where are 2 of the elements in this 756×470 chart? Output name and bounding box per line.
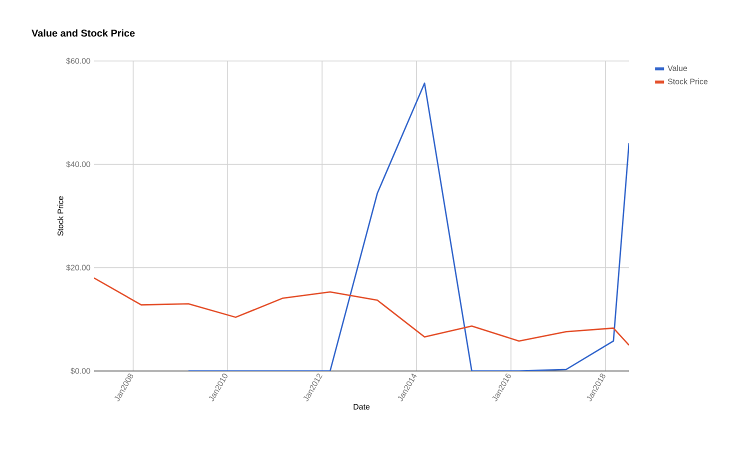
line-series [94,277,630,346]
chart-title: Value and Stock Price [32,29,135,37]
